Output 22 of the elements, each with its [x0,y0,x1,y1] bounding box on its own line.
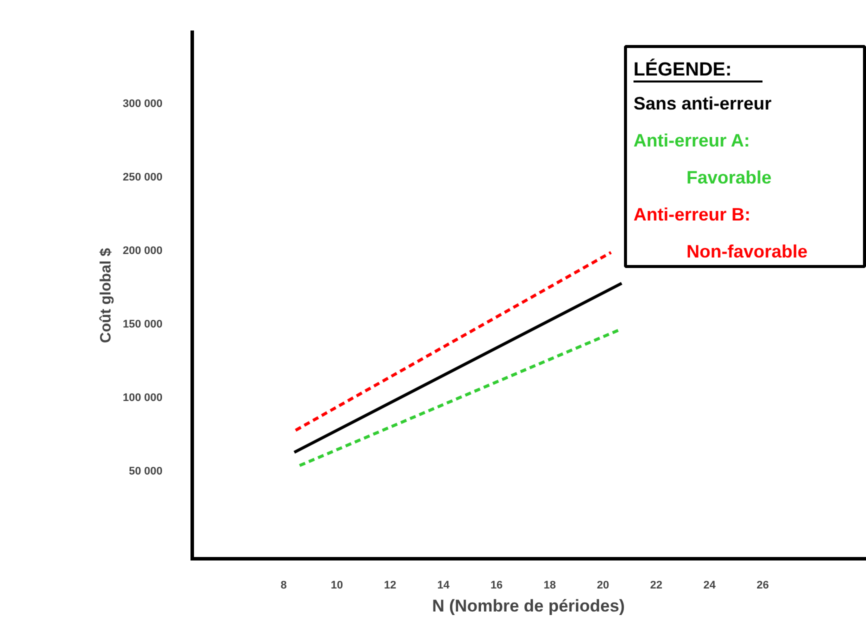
x-tick-label: 26 [756,580,769,592]
x-tick-label: 18 [544,580,556,592]
x-tick-label: 8 [280,580,287,592]
x-tick-label: 22 [650,580,662,592]
y-tick-label: 250 000 [122,171,163,184]
x-tick-label: 12 [384,580,396,592]
x-tick-label: 14 [437,580,450,592]
y-tick-label: 150 000 [122,318,163,330]
x-tick-label: 20 [596,580,610,592]
series-label: Anti-erreur B: Non-favorable [634,204,808,262]
legend-title: LÉGENDE: [634,58,732,80]
y-tick-label: 200 000 [122,244,163,257]
x-tick-label: 10 [330,580,344,592]
y-tick-label: 100 000 [122,392,163,404]
x-axis-title: N (Nombre de périodes) [432,596,625,616]
y-tick-label: 300 000 [122,98,163,110]
y-axis-title: Coût global $ [98,247,115,343]
y-tick-label: 50 000 [128,465,163,478]
x-tick-label: 24 [703,580,716,592]
text: Sans anti-erreur [634,94,772,114]
text: Anti-erreur A: Favorable [634,130,772,188]
x-tick-label: 16 [490,580,503,592]
